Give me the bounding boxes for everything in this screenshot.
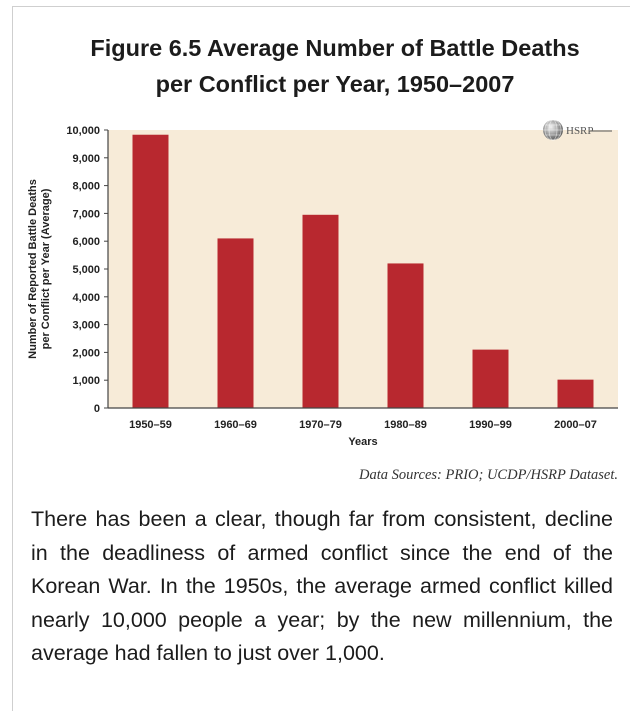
bar-1990–99 xyxy=(472,349,509,408)
y-tick-label: 9,000 xyxy=(72,153,100,165)
y-axis-title-line-1: Number of Reported Battle Deaths xyxy=(27,179,39,359)
x-tick-label: 1970–79 xyxy=(299,419,342,431)
bar-chart: 0 1,000 2,000 3,000 4,000 5,000 6,000 7,000 8,00… xyxy=(27,120,618,448)
y-axis-title-line-2: per Conflict per Year (Average) xyxy=(40,188,52,349)
bar-1950–59 xyxy=(132,134,169,408)
globe-grid xyxy=(543,120,563,141)
bar-1980–89 xyxy=(387,263,424,408)
y-tick-label: 5,000 xyxy=(72,264,100,276)
y-tick-label: 0 xyxy=(94,403,100,415)
frame-top-border xyxy=(12,6,630,7)
y-tick-label: 6,000 xyxy=(72,236,100,248)
y-tick-label: 7,000 xyxy=(72,208,100,220)
y-tick-label: 1,000 xyxy=(72,375,100,387)
y-axis-ticks: 0 1,000 2,000 3,000 4,000 5,000 6,000 7,000 8,00… xyxy=(66,125,108,415)
y-tick-label: 2,000 xyxy=(72,347,100,359)
brand-label: HSRP xyxy=(566,125,594,137)
y-tick-label: 4,000 xyxy=(72,292,100,304)
bar-1960–69 xyxy=(217,238,254,408)
x-tick-label: 1990–99 xyxy=(469,419,512,431)
hsrp-logo: HSRP xyxy=(543,120,612,141)
x-tick-label: 1980–89 xyxy=(384,419,427,431)
data-source-note: Data Sources: PRIO; UCDP/HSRP Dataset. xyxy=(359,467,618,483)
x-tick-label: 2000–07 xyxy=(554,419,597,431)
plot-area xyxy=(108,130,618,408)
bar-2000–07 xyxy=(557,379,594,408)
figure-title-line-1: Figure 6.5 Average Number of Battle Deat… xyxy=(90,35,580,61)
x-axis-labels: 1950–59 1960–69 1970–79 1980–89 1990–99 2000–… xyxy=(129,419,597,431)
x-axis-title: Years xyxy=(348,436,377,448)
y-tick-label: 3,000 xyxy=(72,320,100,332)
body-paragraph: There has been a clear, though far from … xyxy=(31,507,613,665)
y-tick-label: 8,000 xyxy=(72,181,100,193)
x-tick-label: 1950–59 xyxy=(129,419,172,431)
figure-title: Figure 6.5 Average Number of Battle Deat… xyxy=(40,30,630,102)
y-tick-label: 10,000 xyxy=(66,125,100,137)
x-tick-label: 1960–69 xyxy=(214,419,257,431)
bars-group xyxy=(132,134,594,408)
frame-left-border xyxy=(12,6,13,711)
bar-1970–79 xyxy=(302,214,339,408)
figure-title-line-2: per Conflict per Year, 1950–2007 xyxy=(155,71,515,97)
